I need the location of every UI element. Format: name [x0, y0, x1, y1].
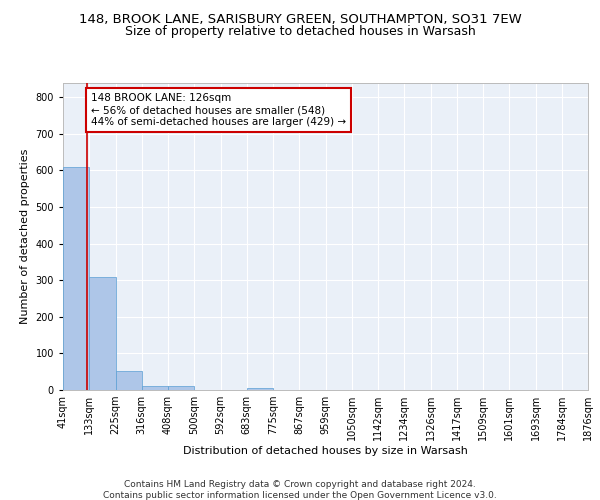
Y-axis label: Number of detached properties: Number of detached properties — [20, 148, 30, 324]
Bar — [63, 168, 89, 390]
Text: Contains public sector information licensed under the Open Government Licence v3: Contains public sector information licen… — [103, 491, 497, 500]
Bar — [247, 388, 273, 390]
Text: 148, BROOK LANE, SARISBURY GREEN, SOUTHAMPTON, SO31 7EW: 148, BROOK LANE, SARISBURY GREEN, SOUTHA… — [79, 12, 521, 26]
Bar — [142, 386, 168, 390]
Bar — [116, 371, 142, 390]
Text: Contains HM Land Registry data © Crown copyright and database right 2024.: Contains HM Land Registry data © Crown c… — [124, 480, 476, 489]
Bar — [168, 386, 194, 390]
X-axis label: Distribution of detached houses by size in Warsash: Distribution of detached houses by size … — [183, 446, 468, 456]
Text: Size of property relative to detached houses in Warsash: Size of property relative to detached ho… — [125, 25, 475, 38]
Bar — [89, 276, 116, 390]
Text: 148 BROOK LANE: 126sqm
← 56% of detached houses are smaller (548)
44% of semi-de: 148 BROOK LANE: 126sqm ← 56% of detached… — [91, 94, 346, 126]
